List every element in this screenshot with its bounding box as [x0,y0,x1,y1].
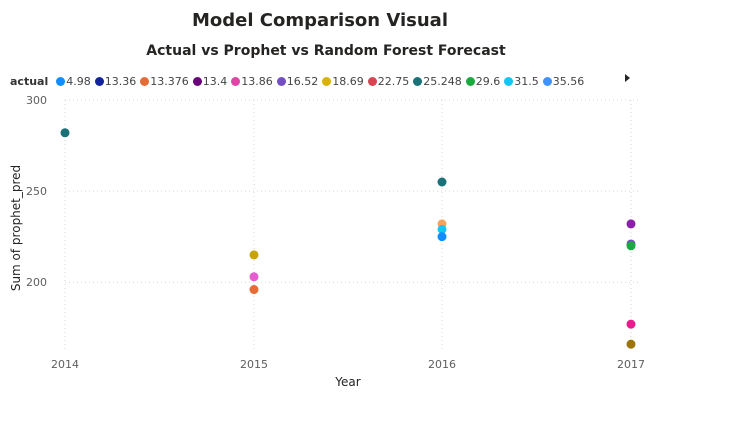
y-axis-label: Sum of prophet_pred [9,165,23,291]
data-point[interactable] [249,285,259,295]
data-point[interactable] [60,128,70,138]
legend-swatch [504,76,514,86]
legend-item[interactable]: 13.36 [94,74,137,88]
legend-swatch [413,76,423,86]
legend-label: 29.6 [475,74,501,88]
legend-label: 13.86 [241,74,273,88]
data-points[interactable] [60,128,636,349]
x-tick-label: 2015 [240,358,268,371]
x-axis-ticks: 2014 2015 2016 2017 [51,358,645,371]
legend-label: 35.56 [552,74,585,88]
legend-label: 18.69 [332,74,364,88]
legend-swatch [276,76,286,86]
legend-item[interactable]: 18.69 [322,75,364,88]
data-point[interactable] [626,241,636,251]
legend-item[interactable]: 31.5 [504,75,539,88]
legend-swatch [140,76,150,86]
y-axis-ticks: 200 250 300 [26,94,47,289]
legend-swatch [56,76,66,86]
legend-item[interactable]: 13.86 [231,75,273,88]
data-point[interactable] [249,250,259,260]
legend-swatch [465,76,475,86]
chart-title: Actual vs Prophet vs Random Forest Forec… [146,43,506,59]
x-tick-label: 2014 [51,358,79,371]
legend-swatch [231,76,241,86]
page-title: Model Comparison Visual [191,10,448,31]
legend-label: 13.4 [202,74,228,88]
legend-item[interactable]: 25.248 [413,75,462,88]
grid-lines [64,99,640,350]
legend-title: actual [10,74,49,88]
legend-item[interactable]: 13.4 [192,74,228,88]
y-tick-label: 250 [26,185,47,198]
legend-item[interactable]: 22.75 [367,74,410,88]
legend-swatch [367,76,377,86]
x-tick-label: 2016 [428,358,456,371]
legend-label: 31.5 [514,74,539,88]
y-tick-label: 200 [26,276,47,289]
legend-label: 25.248 [423,74,462,88]
x-axis-label: Year [334,375,360,389]
legend-swatch [322,76,332,86]
data-point[interactable] [437,232,447,242]
legend-label: 13.36 [104,74,137,88]
data-point[interactable] [626,319,636,329]
legend-swatch [192,76,202,86]
data-point[interactable] [437,224,447,234]
x-tick-label: 2017 [617,358,645,371]
legend-item[interactable]: 35.56 [542,74,585,88]
data-point[interactable] [249,272,259,282]
legend-item[interactable]: 29.6 [465,74,501,88]
legend-item[interactable]: 4.98 [56,75,91,88]
legend-swatch [542,76,552,86]
legend-item[interactable]: 13.376 [140,75,189,88]
legend-swatch [94,76,104,86]
data-point[interactable] [626,219,636,229]
legend-label: 13.376 [150,74,189,88]
legend-label: 22.75 [377,74,410,88]
legend-label: 4.98 [66,74,91,88]
legend: actual 4.98 13.36 13.376 13.4 13.86 16.52 18.6… [10,72,588,90]
legend-label: 16.52 [286,74,319,88]
data-point[interactable] [437,177,447,187]
legend-next-arrow-icon[interactable] [625,74,630,82]
y-tick-label: 300 [26,94,47,107]
data-point[interactable] [626,339,636,349]
legend-item[interactable]: 16.52 [276,74,319,88]
